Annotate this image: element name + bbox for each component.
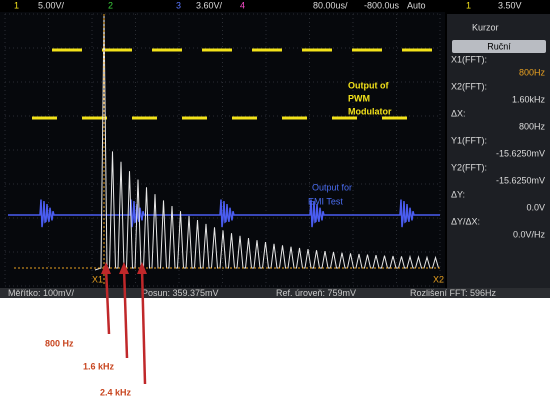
arrow-2-4khz xyxy=(140,267,147,385)
x1-marker: X1 xyxy=(92,274,103,284)
pwm-annotation-line: PWM xyxy=(348,93,370,103)
footer-position: Posun: 359.375mV xyxy=(142,288,219,298)
readout-value: 1.60kHz xyxy=(512,94,546,104)
footer-reference: Ref. úroveň: 759mV xyxy=(276,288,356,298)
ch1-label: 1 xyxy=(14,0,19,10)
ch3-scale: 3.60V/ xyxy=(196,0,223,10)
readout-value: -15.6250mV xyxy=(496,175,545,185)
annotation-1-6khz: 1.6 kHz xyxy=(83,361,115,371)
trigger-channel: 1 xyxy=(466,0,471,10)
graticule xyxy=(4,13,441,287)
delay: -800.0us xyxy=(364,0,400,10)
timebase: 80.00us/ xyxy=(313,0,348,10)
readout-label: Y2(FFT): xyxy=(451,162,487,172)
readout-value: 0.0V/Hz xyxy=(513,229,546,239)
ch3-label: 3 xyxy=(176,0,181,10)
side-panel xyxy=(447,14,550,288)
emi-annotation-line: EMI Test xyxy=(308,196,343,206)
footer-bar xyxy=(0,288,550,298)
readout-value: -15.6250mV xyxy=(496,148,545,158)
ch2-label: 2 xyxy=(108,0,113,10)
ch4-label: 4 xyxy=(240,0,245,10)
pwm-annotation: Output of PWM Modulator xyxy=(348,80,392,116)
readout-label: X2(FFT): xyxy=(451,81,487,91)
x2-marker: X2 xyxy=(433,274,444,284)
readout-label: ΔY: xyxy=(451,189,465,199)
arrow-800hz xyxy=(104,267,111,335)
readout-label: ΔY/ΔX: xyxy=(451,216,480,226)
annotation-2-4khz: 2.4 kHz xyxy=(100,387,132,397)
waveforms xyxy=(8,14,440,286)
panel-title: Kurzor xyxy=(472,22,499,32)
footer-resolution: Rozlišení FFT: 596Hz xyxy=(410,288,497,298)
pwm-annotation-line: Modulator xyxy=(348,106,392,116)
trigger-level: 3.50V xyxy=(498,0,522,10)
readout-value: 800Hz xyxy=(519,67,546,77)
annotation-800hz: 800 Hz xyxy=(45,338,74,348)
readout-label: ΔX: xyxy=(451,108,466,118)
readout-value: 800Hz xyxy=(519,121,546,131)
readout-value: 0.0V xyxy=(526,202,545,212)
cursor-readouts: X1(FFT): 800Hz X2(FFT): 1.60kHz ΔX: 800Hz Y1(F… xyxy=(451,54,546,239)
arrowhead xyxy=(101,262,111,274)
pwm-annotation-line: Output of xyxy=(348,80,389,90)
arrowhead xyxy=(137,262,147,274)
mode-button[interactable] xyxy=(452,40,546,53)
mode-label: Ruční xyxy=(487,41,511,51)
emi-annotation: Output for EMI Test xyxy=(308,182,352,206)
ch1-scale: 5.00V/ xyxy=(38,0,65,10)
readout-label: X1(FFT): xyxy=(451,54,487,64)
readout-label: Y1(FFT): xyxy=(451,135,487,145)
footer-scale: Měřítko: 100mV/ xyxy=(8,288,75,298)
emi-annotation-line: Output for xyxy=(312,182,352,192)
arrow-1-6khz xyxy=(122,267,129,359)
fft-trace xyxy=(94,14,439,271)
arrowhead xyxy=(119,262,129,274)
trigger-mode: Auto xyxy=(407,0,426,10)
emi-trace xyxy=(8,199,440,228)
